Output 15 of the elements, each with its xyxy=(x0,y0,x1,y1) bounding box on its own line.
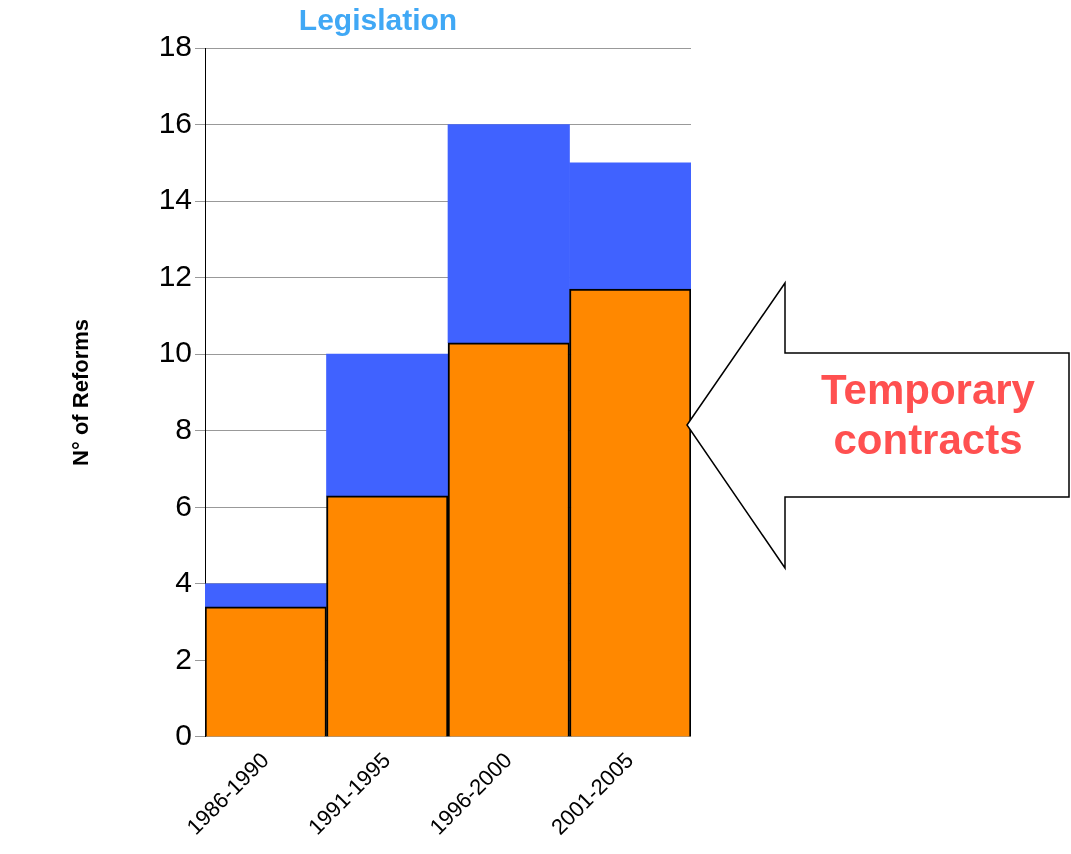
y-tick-label: 4 xyxy=(175,565,192,599)
y-tick-label: 8 xyxy=(175,412,192,446)
bar xyxy=(326,353,449,497)
text: Temporary contracts xyxy=(820,365,1036,465)
y-axis-title: N° of Reforms xyxy=(68,319,94,466)
y-tick-label: 16 xyxy=(158,105,192,139)
y-tick-label: 12 xyxy=(158,258,192,292)
bar xyxy=(205,583,327,608)
y-tick-label: 10 xyxy=(158,335,192,369)
y-tick-label: 2 xyxy=(175,641,192,675)
chart-title: Legislation xyxy=(298,3,458,37)
y-tick-label: 6 xyxy=(175,488,192,522)
y-tick-label: 14 xyxy=(158,182,192,216)
y-tick-label: 0 xyxy=(175,718,192,752)
y-tick-label: 18 xyxy=(158,29,192,63)
